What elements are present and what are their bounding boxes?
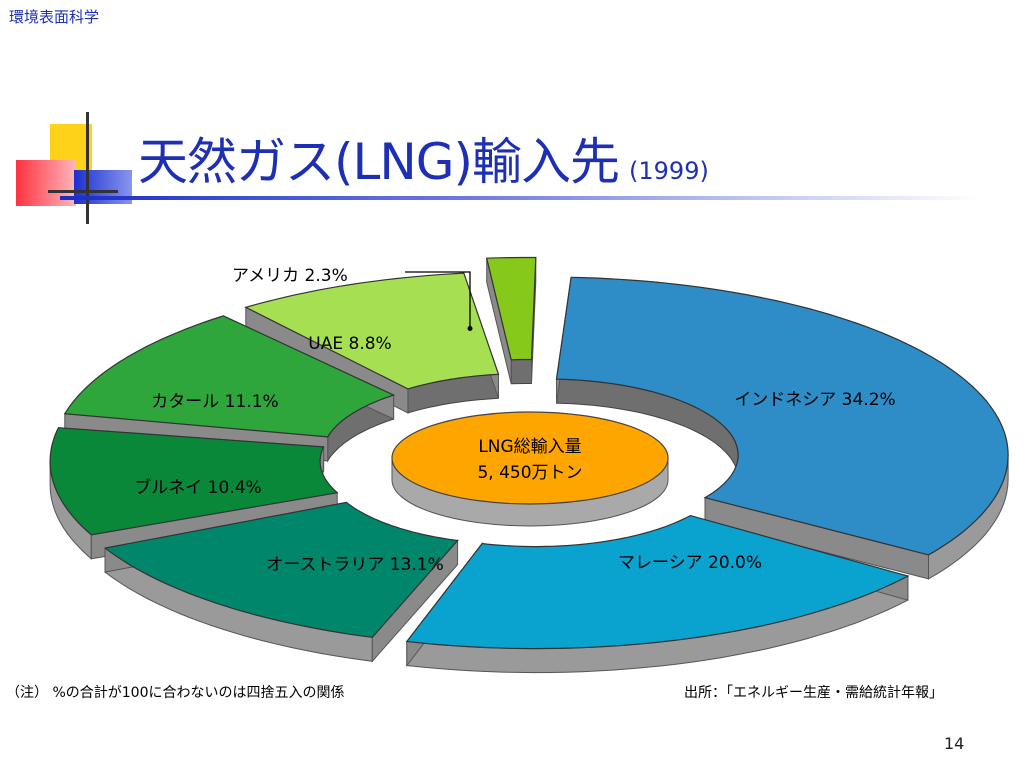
slice-top-7 [485,256,537,361]
source-note: 出所：「エネルギー生産・需給統計年報」 [684,685,943,701]
leader-line [405,271,471,329]
course-title: 環境表面科学 [9,8,100,26]
hub-label-2: 5, 450万トン [477,463,582,483]
slice-top-6 [244,272,500,390]
leader-dot [467,326,473,332]
slice-7 [485,256,537,385]
slice-label-7: アメリカ 2.3% [232,266,348,286]
title-underline [60,196,980,200]
hub-label-1: LNG総輸入量 [478,437,581,457]
slice-top-5 [63,315,396,438]
slice-label-6: UAE 8.8% [308,334,391,354]
slice-top-4 [49,427,339,536]
slice-label-1: インドネシア 34.2% [734,390,895,410]
title-year: (1999) [629,157,709,185]
slice-3 [104,501,459,663]
slide-title: 天然ガス(LNG)輸入先 (1999) [138,122,709,194]
slice-2 [405,514,910,674]
page-number: 14 [944,734,965,753]
hub-top [391,411,669,505]
slice-top-1 [555,276,1009,556]
slice-label-3: オーストラリア 13.1% [266,555,444,575]
title-text: 天然ガス(LNG)輸入先 [138,133,620,191]
slice-label-5: カタール 11.1% [151,392,278,412]
footnote: （注） %の合計が100に合わないのは四捨五入の関係 [6,685,345,701]
slice-top-2 [405,514,910,650]
slice-top-3 [104,501,459,638]
slice-1 [555,276,1009,580]
slice-label-2: マレーシア 20.0% [618,553,762,573]
slice-label-4: ブルネイ 10.4% [134,477,261,498]
